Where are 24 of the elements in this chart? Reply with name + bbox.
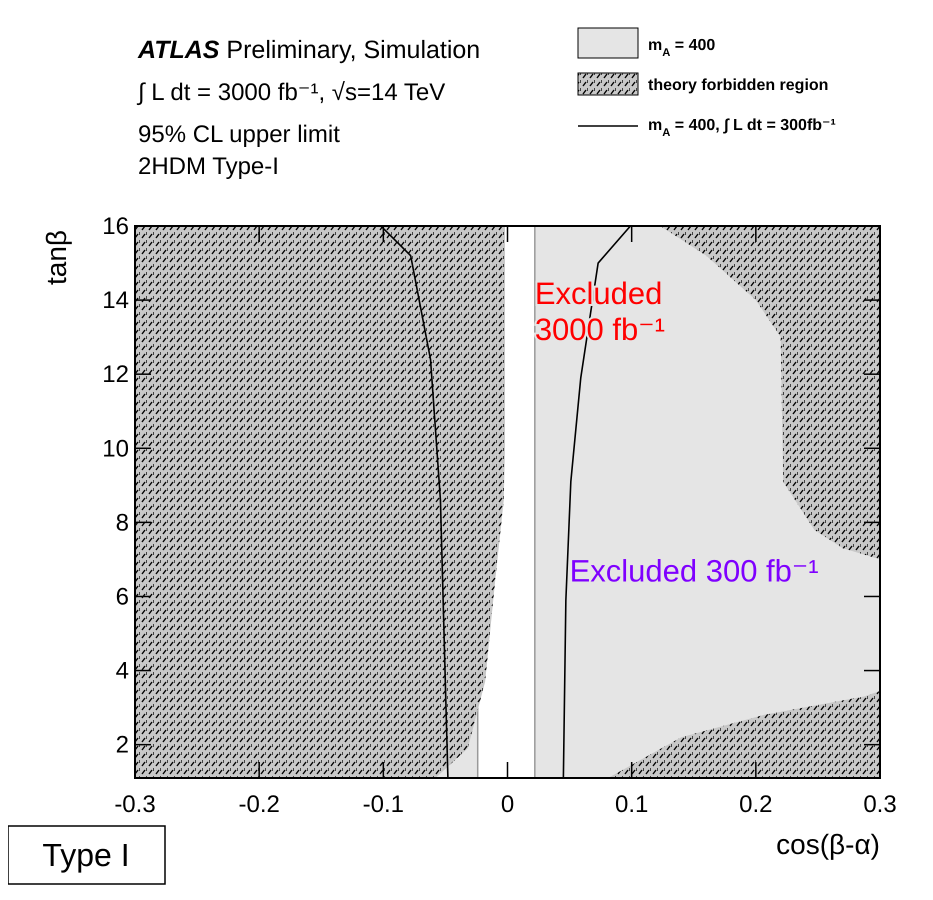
legend-label: m$_{A}$ = 400, ∫ L dt = 300fb⁻¹ [648, 117, 836, 139]
chart-subtitle: ∫ L dt = 3000 fb⁻¹, √s=14 TeV 95% CL upper limit 2HDM Type-I [136, 79, 446, 180]
y-tick-label: 16 [102, 213, 129, 240]
text: Type I [42, 837, 130, 873]
y-tick-label: 12 [102, 361, 129, 388]
x-tick-label: -0.1 [362, 791, 404, 818]
y-tick-label: 4 [116, 658, 129, 685]
x-tick-label: 0 [500, 791, 514, 818]
y-tick-label: 8 [116, 509, 129, 536]
y-tick-label: 6 [116, 583, 129, 610]
y-axis-title: tanβ [41, 230, 72, 286]
legend-label: m$_{A}$ = 400 [648, 37, 716, 59]
y-tick-label: 10 [102, 435, 129, 462]
annotation: Excluded 300 fb⁻¹ [570, 554, 819, 589]
y-tick-label: 14 [102, 287, 129, 314]
y-tick-label: 2 [116, 732, 129, 759]
x-tick-label: -0.2 [238, 791, 280, 818]
x-tick-label: 0.1 [614, 791, 648, 818]
x-tick-label: 0.2 [739, 791, 773, 818]
chart-title: ATLAS Preliminary, Simulation [137, 36, 480, 64]
x-axis-title: cos(β-α) [776, 829, 880, 860]
x-tick-label: -0.3 [114, 791, 156, 818]
x-tick-label: 0.3 [863, 791, 897, 818]
legend-label: theory forbidden region [648, 77, 828, 94]
